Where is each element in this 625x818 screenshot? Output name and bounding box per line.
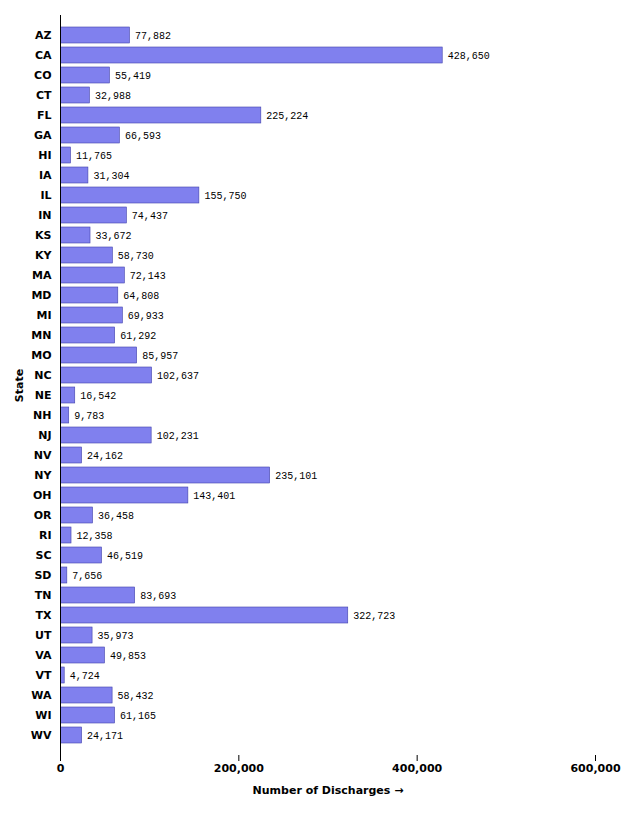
svg-text:12,358: 12,358 bbox=[77, 531, 113, 542]
svg-text:MI: MI bbox=[36, 309, 51, 322]
svg-text:MN: MN bbox=[31, 329, 51, 342]
svg-text:77,882: 77,882 bbox=[135, 31, 171, 42]
svg-text:69,933: 69,933 bbox=[128, 311, 164, 322]
svg-text:600,000: 600,000 bbox=[570, 762, 620, 775]
svg-text:CO: CO bbox=[34, 69, 51, 82]
svg-text:428,650: 428,650 bbox=[448, 51, 490, 62]
svg-text:NY: NY bbox=[34, 469, 52, 482]
svg-text:UT: UT bbox=[35, 629, 52, 642]
svg-text:155,750: 155,750 bbox=[204, 191, 246, 202]
svg-text:KS: KS bbox=[35, 229, 52, 242]
svg-text:IN: IN bbox=[38, 209, 51, 222]
svg-text:NH: NH bbox=[33, 409, 51, 422]
svg-text:OH: OH bbox=[33, 489, 52, 502]
svg-text:OR: OR bbox=[34, 509, 52, 522]
svg-text:33,672: 33,672 bbox=[96, 231, 132, 242]
svg-text:MA: MA bbox=[32, 269, 52, 282]
svg-text:TX: TX bbox=[36, 609, 53, 622]
svg-text:9,783: 9,783 bbox=[74, 411, 104, 422]
svg-text:VT: VT bbox=[35, 669, 52, 682]
svg-text:85,957: 85,957 bbox=[142, 351, 178, 362]
svg-text:WV: WV bbox=[31, 729, 52, 742]
svg-text:64,808: 64,808 bbox=[123, 291, 159, 302]
svg-text:State: State bbox=[13, 369, 26, 402]
svg-text:KY: KY bbox=[35, 249, 53, 262]
svg-text:225,224: 225,224 bbox=[266, 111, 308, 122]
svg-text:HI: HI bbox=[38, 149, 51, 162]
svg-text:32,988: 32,988 bbox=[95, 91, 131, 102]
svg-text:11,765: 11,765 bbox=[76, 151, 112, 162]
svg-text:7,656: 7,656 bbox=[72, 571, 102, 582]
svg-text:4,724: 4,724 bbox=[70, 671, 100, 682]
svg-text:102,637: 102,637 bbox=[157, 371, 199, 382]
svg-text:49,853: 49,853 bbox=[110, 651, 146, 662]
svg-text:58,730: 58,730 bbox=[118, 251, 154, 262]
svg-text:24,171: 24,171 bbox=[87, 731, 123, 742]
svg-text:55,419: 55,419 bbox=[115, 71, 151, 82]
svg-text:58,432: 58,432 bbox=[118, 691, 154, 702]
svg-text:322,723: 322,723 bbox=[353, 611, 395, 622]
svg-text:200,000: 200,000 bbox=[214, 762, 264, 775]
svg-text:46,519: 46,519 bbox=[107, 551, 143, 562]
svg-text:143,401: 143,401 bbox=[193, 491, 235, 502]
svg-text:GA: GA bbox=[34, 129, 52, 142]
svg-text:MD: MD bbox=[31, 289, 51, 302]
svg-text:WI: WI bbox=[35, 709, 51, 722]
svg-text:SD: SD bbox=[34, 569, 51, 582]
svg-text:61,292: 61,292 bbox=[120, 331, 156, 342]
svg-text:CA: CA bbox=[35, 49, 52, 62]
svg-text:IA: IA bbox=[39, 169, 52, 182]
svg-text:35,973: 35,973 bbox=[98, 631, 134, 642]
svg-text:83,693: 83,693 bbox=[140, 591, 176, 602]
svg-text:0: 0 bbox=[57, 762, 65, 775]
svg-text:TN: TN bbox=[35, 589, 52, 602]
svg-text:61,165: 61,165 bbox=[120, 711, 156, 722]
svg-text:235,101: 235,101 bbox=[275, 471, 317, 482]
svg-text:400,000: 400,000 bbox=[392, 762, 442, 775]
svg-text:IL: IL bbox=[40, 189, 51, 202]
svg-text:102,231: 102,231 bbox=[157, 431, 199, 442]
svg-text:NJ: NJ bbox=[38, 429, 51, 442]
svg-text:FL: FL bbox=[37, 109, 52, 122]
svg-text:MO: MO bbox=[31, 349, 51, 362]
svg-text:16,542: 16,542 bbox=[80, 391, 116, 402]
svg-text:RI: RI bbox=[39, 529, 52, 542]
svg-text:AZ: AZ bbox=[35, 29, 52, 42]
svg-text:72,143: 72,143 bbox=[130, 271, 166, 282]
svg-text:74,437: 74,437 bbox=[132, 211, 168, 222]
svg-text:CT: CT bbox=[36, 89, 52, 102]
svg-text:NE: NE bbox=[35, 389, 52, 402]
svg-text:VA: VA bbox=[35, 649, 52, 662]
svg-text:24,162: 24,162 bbox=[87, 451, 123, 462]
svg-text:NV: NV bbox=[34, 449, 52, 462]
svg-text:36,458: 36,458 bbox=[98, 511, 134, 522]
svg-text:SC: SC bbox=[36, 549, 52, 562]
svg-text:66,593: 66,593 bbox=[125, 131, 161, 142]
svg-text:NC: NC bbox=[34, 369, 51, 382]
svg-text:Number of Discharges →: Number of Discharges → bbox=[253, 784, 404, 797]
svg-text:31,304: 31,304 bbox=[93, 171, 129, 182]
svg-text:WA: WA bbox=[31, 689, 52, 702]
